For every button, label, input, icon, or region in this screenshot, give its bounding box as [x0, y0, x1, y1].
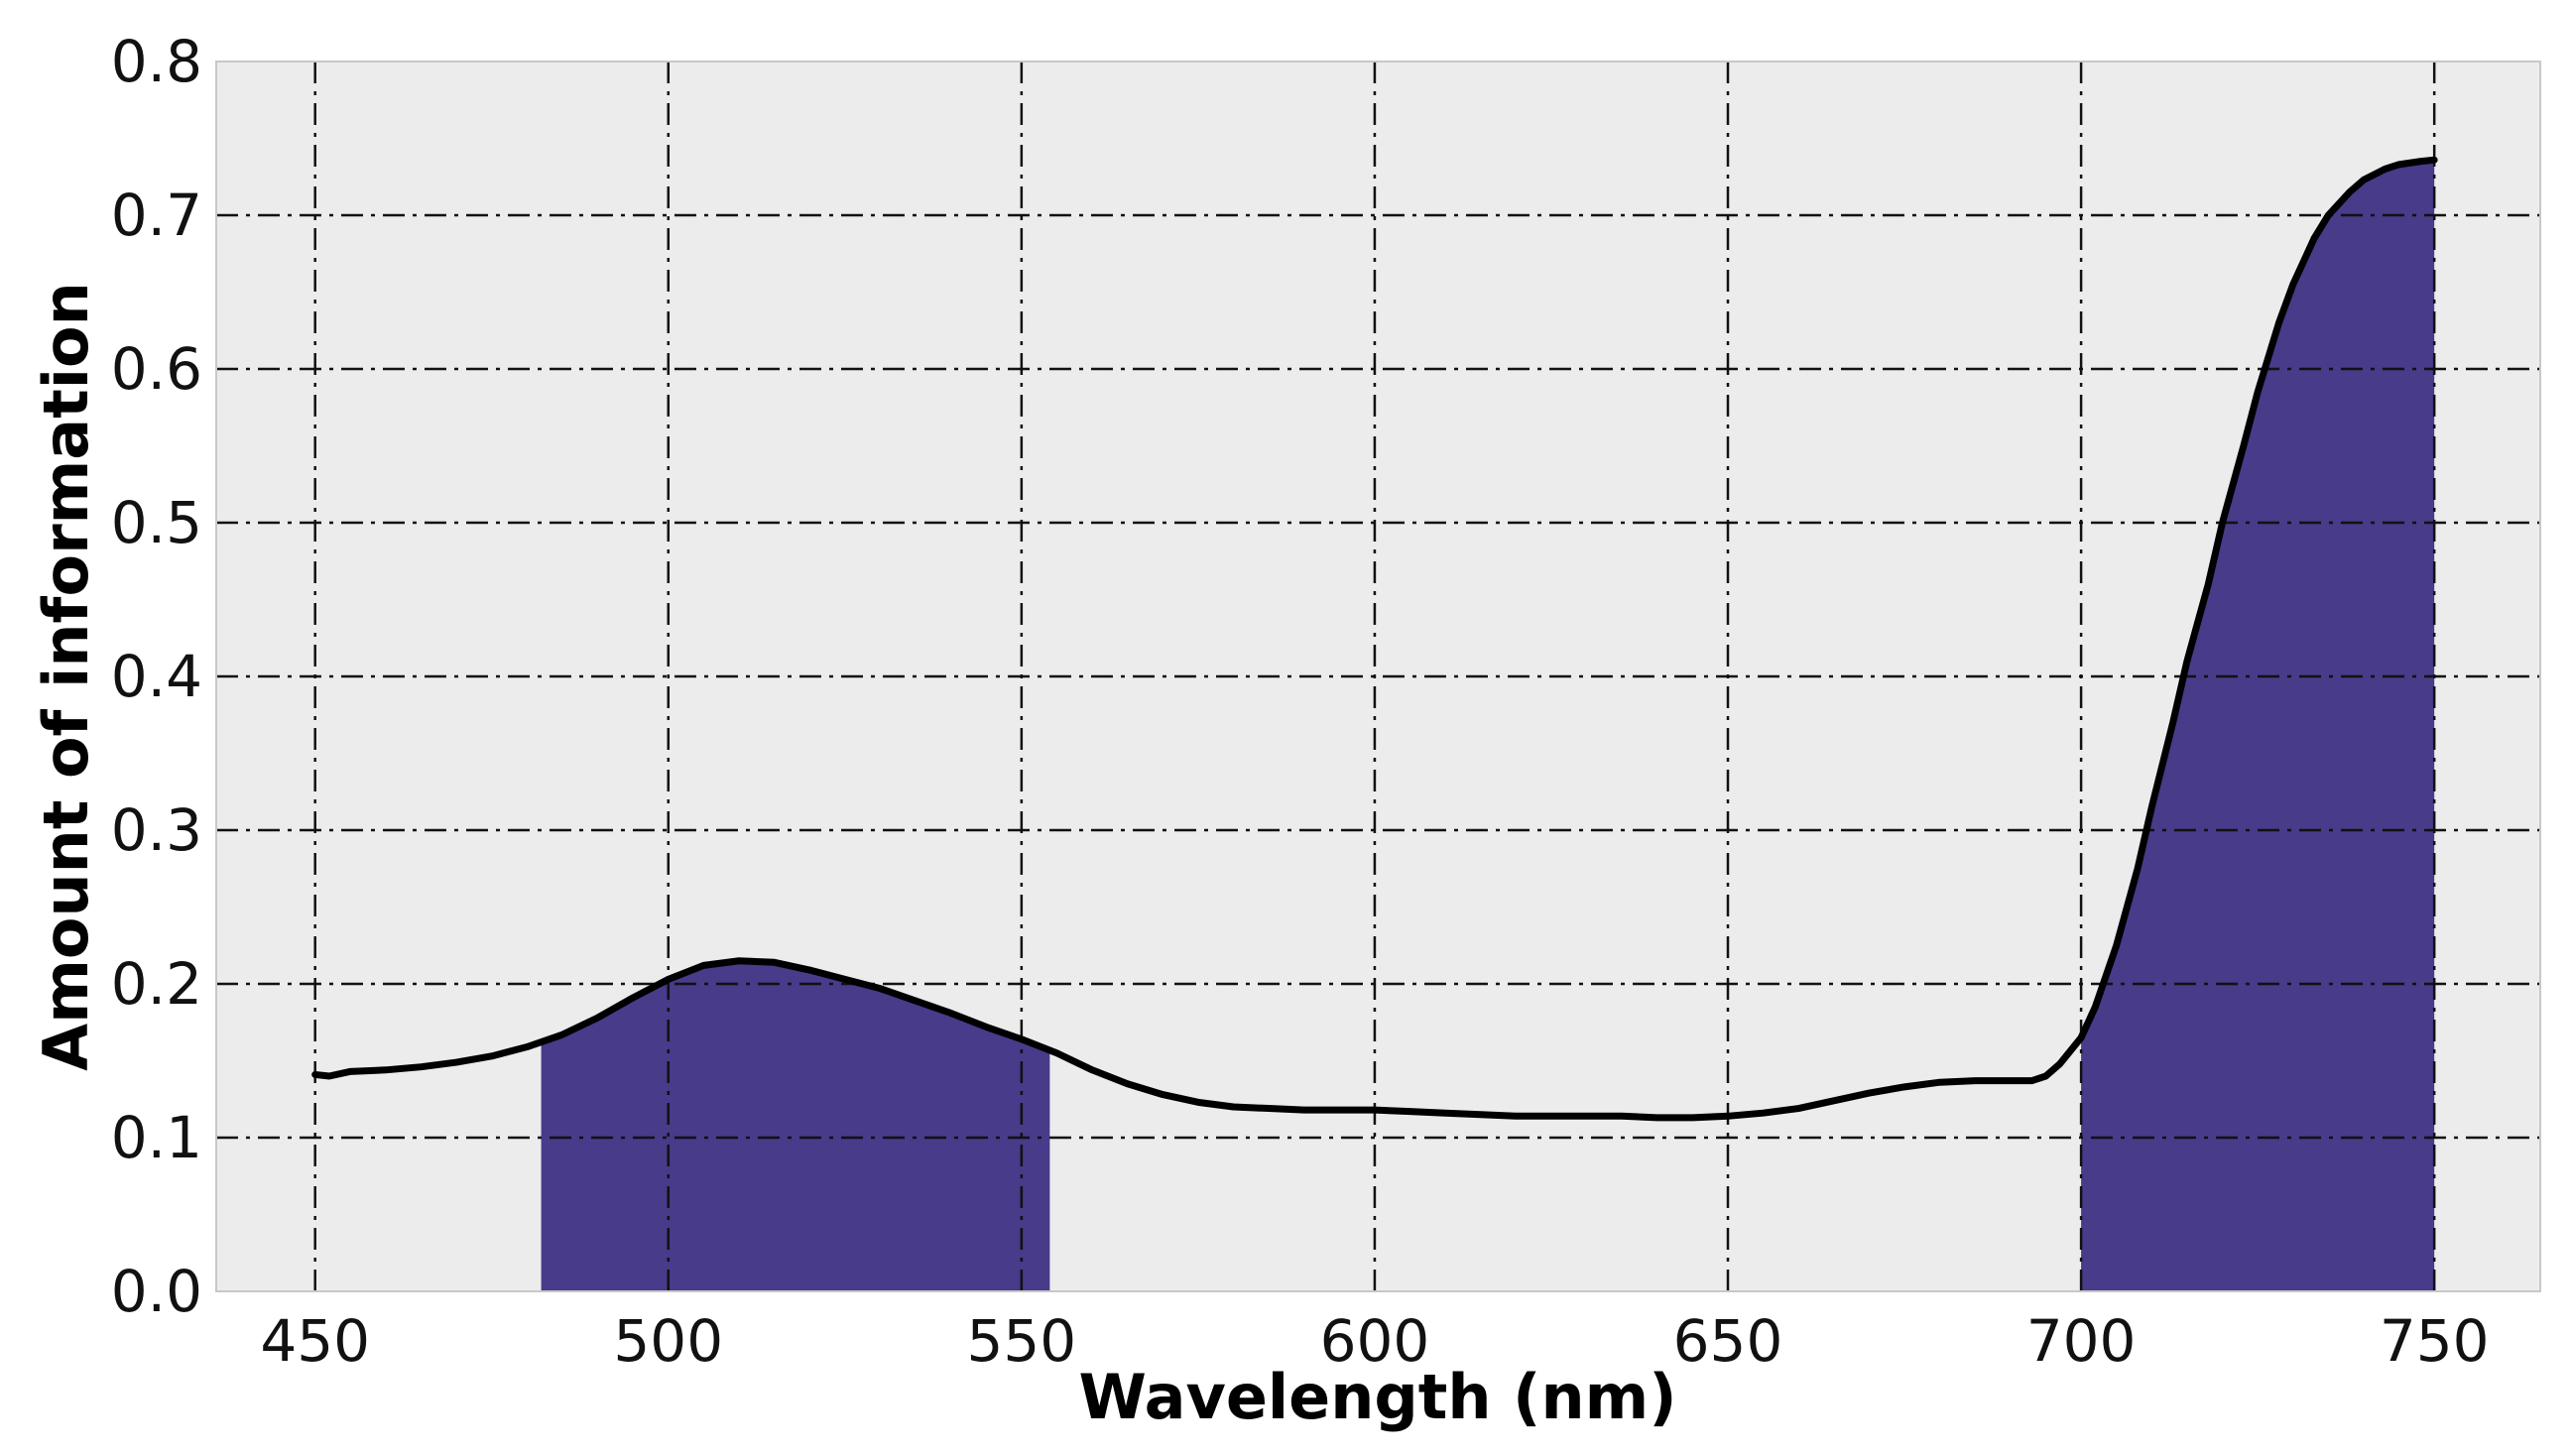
y-tick-label: 0.5 — [111, 489, 202, 556]
shaded-region-1 — [541, 960, 1050, 1291]
x-tick-label: 750 — [2380, 1307, 2490, 1375]
x-tick-label: 700 — [2026, 1307, 2137, 1375]
x-tick-label: 550 — [967, 1307, 1077, 1375]
shaded-region-2 — [2081, 160, 2435, 1292]
y-tick-label: 0.1 — [111, 1104, 202, 1171]
y-tick-label: 0.0 — [111, 1258, 202, 1325]
tick-labels: 450 500 550 600 650 700 750 0.0 0.1 0.2 0.3 0.4 0.5 0… — [111, 28, 2490, 1375]
x-tick-label: 600 — [1320, 1307, 1430, 1375]
x-tick-label: 650 — [1673, 1307, 1783, 1375]
y-tick-label: 0.4 — [111, 643, 202, 710]
shaded-regions — [541, 160, 2435, 1292]
y-tick-label: 0.3 — [111, 796, 202, 864]
x-tick-label: 500 — [613, 1307, 723, 1375]
grid — [216, 61, 2540, 1291]
information-line — [311, 156, 2438, 1122]
x-axis-title: Wavelength (nm) — [1078, 1361, 1676, 1433]
plot-frame — [215, 61, 2541, 1292]
x-tick-label: 450 — [260, 1307, 370, 1375]
y-tick-label: 0.8 — [111, 28, 202, 95]
y-tick-label: 0.2 — [111, 950, 202, 1018]
y-tick-label: 0.6 — [111, 335, 202, 403]
y-axis-title: Amount of information — [30, 282, 102, 1070]
y-tick-label: 0.7 — [111, 182, 202, 249]
